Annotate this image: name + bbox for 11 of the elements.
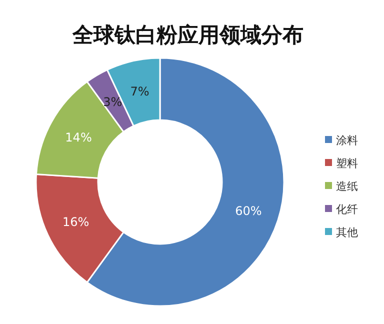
- chart-title: 全球钛白粉应用领域分布: [72, 23, 304, 47]
- legend-label: 其他: [336, 226, 358, 239]
- legend-label: 涂料: [336, 134, 358, 147]
- legend-label: 化纤: [336, 202, 358, 216]
- data-label: 60%: [235, 204, 262, 218]
- legend-label: 造纸: [336, 180, 358, 193]
- data-label: 16%: [62, 214, 90, 229]
- legend-label: 塑料: [336, 156, 358, 170]
- data-label: 3%: [103, 95, 122, 110]
- data-label: 7%: [130, 84, 150, 98]
- data-label: 14%: [65, 130, 92, 144]
